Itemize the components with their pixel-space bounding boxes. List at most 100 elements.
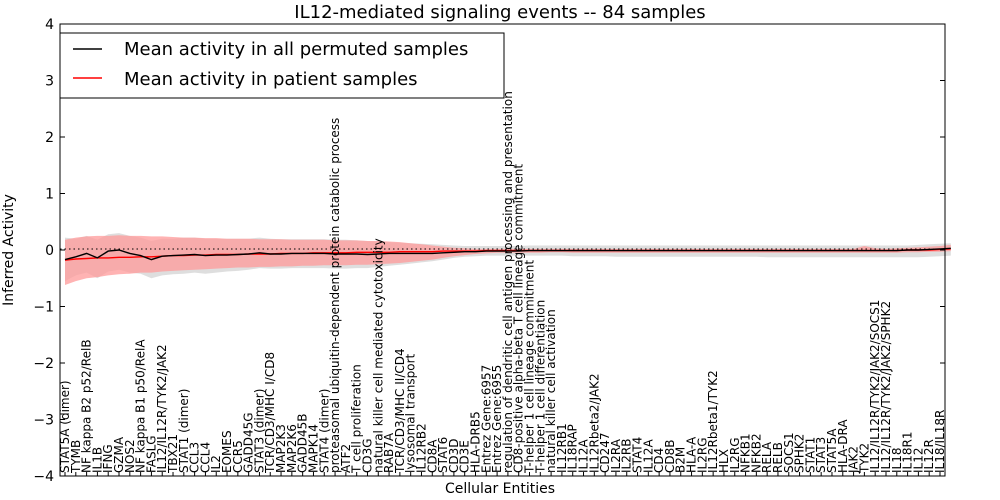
legend-label-patient: Mean activity in patient samples xyxy=(124,69,418,90)
x-tick-label: CD8-positive alpha-beta T cell lineage c… xyxy=(512,164,526,473)
y-tick-label: −3 xyxy=(33,413,54,429)
x-tick-label: STAT3 xyxy=(814,437,828,473)
x-tick-label: SPHK2 xyxy=(793,434,807,473)
x-tick-label: IL2 xyxy=(209,455,223,473)
x-tick-label: IL12/IL12R/TYK2/JAK2/SOCS1 xyxy=(868,300,882,473)
x-tick-label: lysosomal transport xyxy=(404,353,418,473)
x-tick-label: MAP2K3 xyxy=(274,424,288,473)
x-tick-label: STAT1 xyxy=(803,437,817,473)
y-tick-label: −4 xyxy=(33,469,54,485)
x-tick-label: STAT4 (dimer) xyxy=(317,389,331,473)
y-tick-label: −1 xyxy=(33,300,54,316)
x-tick-label: STAT6 xyxy=(436,437,450,473)
x-tick-label: CD8B xyxy=(663,440,677,474)
band-patient xyxy=(65,235,951,285)
x-tick-label: STAT3 (dimer) xyxy=(252,389,266,473)
x-tick-label: natural killer cell mediated cytotoxicit… xyxy=(371,238,385,473)
y-tick-label: 0 xyxy=(45,243,54,259)
x-tick-label: HLX xyxy=(717,449,731,473)
x-tick-label: IL2RG xyxy=(695,438,709,474)
x-tick-label: JAK2 xyxy=(847,446,861,474)
x-tick-label: NF kappa B1 p50/RelA xyxy=(134,339,148,473)
x-tick-label: TBX21 xyxy=(166,434,180,474)
x-tick-label: CCR5 xyxy=(231,440,245,473)
chart-title: IL12-mediated signaling events -- 84 sam… xyxy=(294,2,705,23)
x-tick-label: NOS2 xyxy=(123,439,137,473)
x-tick-label: IL12/IL12R/TYK2/JAK2 xyxy=(155,344,169,473)
legend: Mean activity in all permuted samples Me… xyxy=(59,32,505,99)
x-tick-label: RELA xyxy=(760,441,774,473)
x-tick-label: IL12Rbeta2/JAK2 xyxy=(587,373,601,473)
y-axis-label: Inferred Activity xyxy=(1,194,17,306)
x-tick-label: GADD45B xyxy=(296,414,310,474)
x-tick-label: CD247 xyxy=(598,432,612,473)
x-tick-label: TCR/CD3/MHC II/CD4 xyxy=(393,348,407,474)
x-tick-label: proteasomal ubiquitin-dependent protein … xyxy=(328,118,342,473)
x-tick-label: HLA-A xyxy=(685,436,699,473)
x-tick-label: HLA-DRA xyxy=(836,419,850,473)
x-tick-label: IL2RB xyxy=(620,439,634,473)
x-tick-label: Entrez Gene:6957 xyxy=(479,365,493,473)
x-tick-label: STAT1 (dimer) xyxy=(177,389,191,473)
line-permuted-mean xyxy=(64,247,951,261)
x-tick-label: CD3E xyxy=(458,440,472,473)
x-tick-label: T-helper 1 cell lineage commitment xyxy=(523,260,537,474)
x-axis-label: Cellular Entities xyxy=(445,481,555,497)
x-tick-label: HLA-DRB5 xyxy=(469,411,483,473)
x-tick-label: IL18/IL18R xyxy=(933,410,947,473)
x-tick-label: IL12RB1 xyxy=(555,423,569,473)
x-tick-label: IL1B xyxy=(90,447,104,473)
x-tick-label: ATF2 xyxy=(339,444,353,473)
x-tick-label: SOCS1 xyxy=(782,432,796,473)
x-tick-label: NFKB2 xyxy=(749,433,763,473)
x-tick-label: MAP2K6 xyxy=(285,424,299,473)
x-tick-label: IL12R xyxy=(922,439,936,473)
x-tick-label: TYMB xyxy=(69,440,83,474)
legend-label-permuted: Mean activity in all permuted samples xyxy=(124,39,468,60)
x-tick-label: IL12A xyxy=(641,439,655,473)
x-tick-label: IL18 xyxy=(890,448,904,474)
x-tick-label: STAT5A xyxy=(825,428,839,473)
x-tick-label: IL18R1 xyxy=(901,432,915,473)
x-tick-label: Entrez Gene:6955 xyxy=(490,365,504,473)
x-tick-label: CD3D xyxy=(447,439,461,474)
x-tick-label: CCL3 xyxy=(188,442,202,473)
x-tick-label: IL12A xyxy=(577,439,591,473)
x-tick-label: STAT5A (dimer) xyxy=(58,380,72,473)
x-tick-label: NF kappa B2 p52/RelB xyxy=(80,339,94,473)
x-tick-label: IL12Rbeta1/TYK2 xyxy=(706,370,720,473)
x-tick-label: MAPK14 xyxy=(307,424,321,473)
y-tick-label: −2 xyxy=(33,356,54,372)
x-tick-label: FASLG xyxy=(144,435,158,473)
legend-frame xyxy=(59,32,505,99)
x-tick-label: RAB7A xyxy=(382,432,396,473)
x-tick-label: IL2RG xyxy=(728,438,742,474)
x-tick-label: B2M xyxy=(674,447,688,473)
x-tick-label: T cell proliferation xyxy=(350,364,364,474)
x-tick-label: TYK2 xyxy=(857,443,871,474)
x-tick-label: STAT4 xyxy=(631,437,645,473)
y-tick-label: 2 xyxy=(45,130,54,146)
x-tick-label: CD8A xyxy=(425,439,439,473)
x-tick-label: CD4 xyxy=(652,448,666,473)
x-tick-label: RELB xyxy=(771,442,785,473)
x-tick-label: natural killer cell activation xyxy=(544,309,558,473)
x-tick-label: TCR/CD3/MHC I/CD8 xyxy=(263,352,277,474)
x-tick-label: EOMES xyxy=(220,430,234,473)
x-tick-label: IL12RB2 xyxy=(415,423,429,473)
x-tick-label: CD3G xyxy=(361,438,375,473)
x-tick-label: IL2RA xyxy=(609,438,623,473)
x-tick-label: regulation of dendritic cell antigen pro… xyxy=(501,91,515,473)
y-tick-label: 1 xyxy=(45,187,54,203)
x-tick-label: GZMA xyxy=(112,436,126,473)
y-tick-label: 4 xyxy=(45,17,54,33)
x-tick-label: IFNG xyxy=(101,444,115,473)
x-tick-label: CCL4 xyxy=(198,442,212,473)
x-tick-label: IL12/IL12R/TYK2/JAK2/SPHK2 xyxy=(879,301,893,473)
x-tick-label: NFKB1 xyxy=(739,433,753,473)
x-tick-label: T-helper 1 cell differentiation xyxy=(533,300,547,474)
x-tick-label: IL12 xyxy=(911,448,925,474)
x-tick-label: GADD45G xyxy=(242,412,256,473)
y-tick-label: 3 xyxy=(45,74,54,90)
